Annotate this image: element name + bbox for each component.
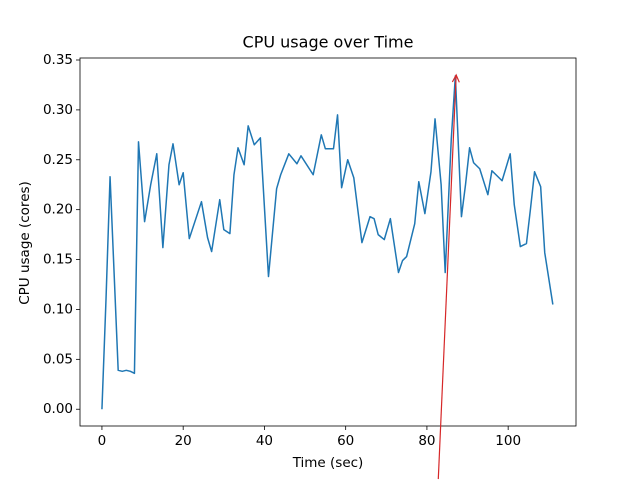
x-tick-label: 100 [495,433,521,449]
y-axis-label: CPU usage (cores) [17,181,33,305]
y-tick-label: 0.10 [43,301,73,317]
x-tick-label: 80 [418,433,435,449]
data-line [101,75,554,410]
y-tick-label: 0.05 [43,351,73,367]
y-tick-label: 0.15 [43,252,73,268]
x-tick-label: 60 [337,433,354,449]
y-tick-label: 0.20 [43,202,73,218]
y-tick-label: 0.35 [43,52,73,68]
y-tick-label: 0.25 [43,152,73,168]
y-tick-label: 0.00 [43,401,73,417]
annotation-arrow [437,74,457,480]
chart-title: CPU usage over Time [243,33,414,52]
annotation-arrowhead [451,73,460,83]
x-tick-label: 40 [256,433,273,449]
x-tick-label: 20 [175,433,192,449]
axes-frame [79,57,577,427]
x-axis-label: Time (sec) [292,455,364,471]
x-tick-label: 0 [98,433,107,449]
y-tick-label: 0.30 [43,102,73,118]
